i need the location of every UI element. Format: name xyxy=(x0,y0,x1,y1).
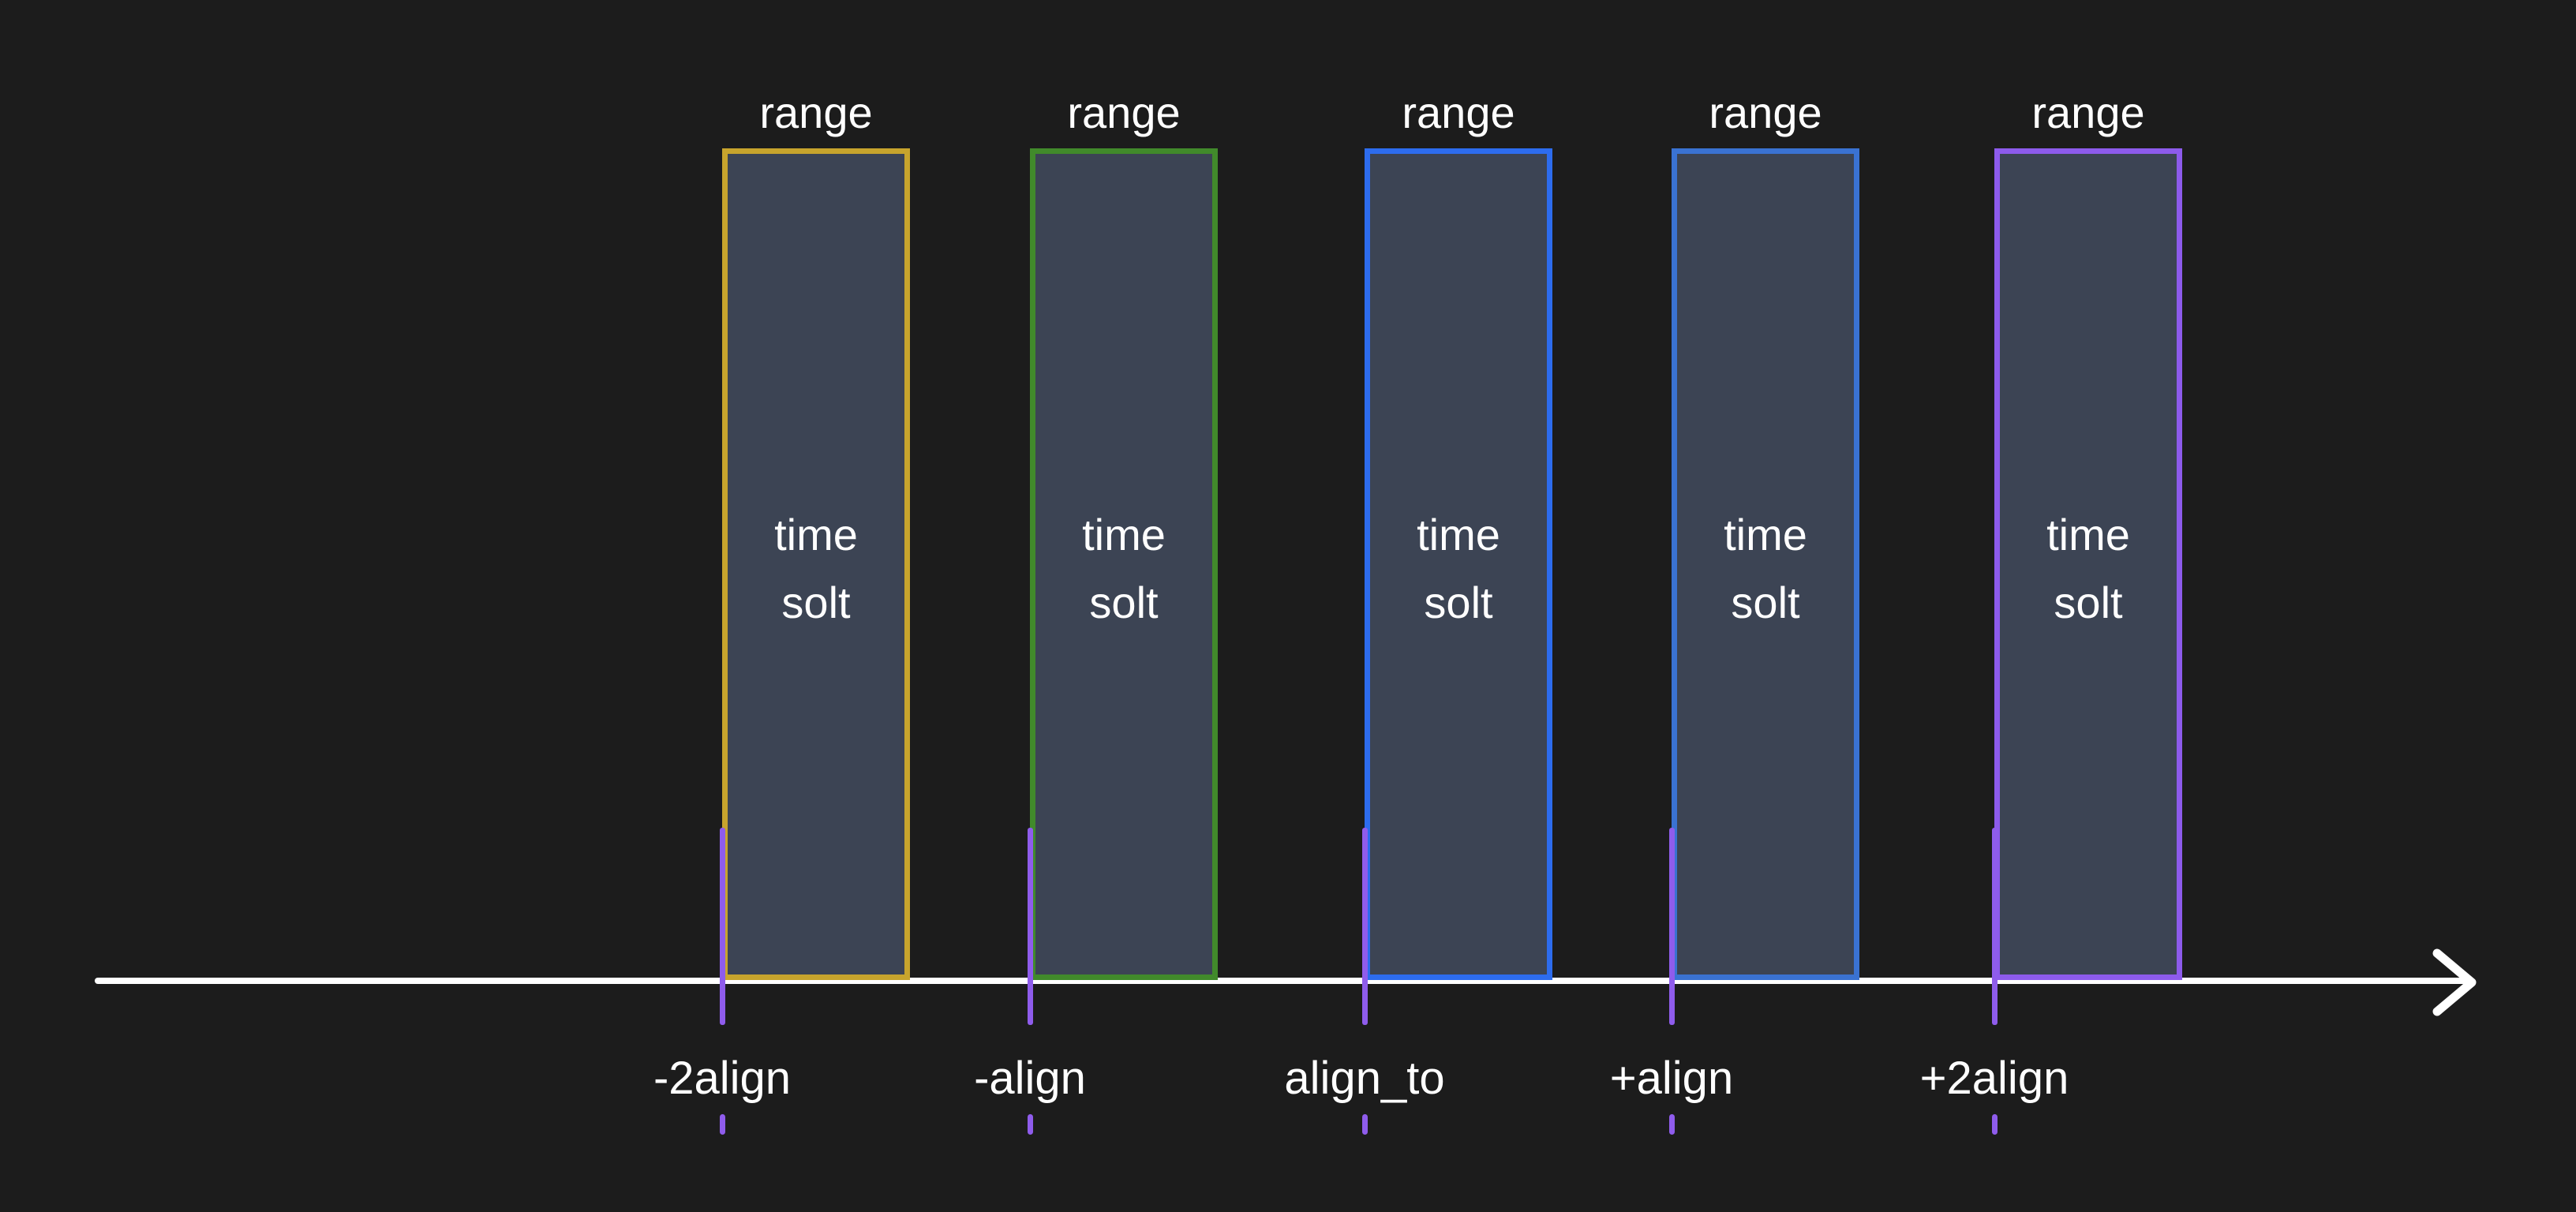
alignment-tick xyxy=(1028,828,1033,1025)
slot-group: range time solt +2align xyxy=(1920,0,2182,1212)
slot-group: range time solt -align xyxy=(974,0,1218,1212)
time-slot-box xyxy=(1030,148,1218,980)
alignment-tick xyxy=(720,828,725,1025)
arrow-right-icon xyxy=(2432,948,2477,1016)
time-slot-text-line2: solt xyxy=(781,578,851,627)
alignment-tick xyxy=(1992,828,1998,1025)
time-slot-text: time solt xyxy=(1672,501,1859,637)
time-slot-box xyxy=(722,148,910,980)
range-label: range xyxy=(1402,88,1515,137)
range-label: range xyxy=(759,88,873,137)
axis-label-minus-align: -align xyxy=(974,1053,1086,1104)
alignment-tick-dash xyxy=(1362,1114,1368,1135)
time-slot-text: time solt xyxy=(1994,501,2182,637)
range-label: range xyxy=(2031,88,2145,137)
alignment-tick-dash xyxy=(720,1114,725,1135)
range-label: range xyxy=(1067,88,1181,137)
time-slot-text-line1: time xyxy=(774,510,858,559)
time-slot-text: time solt xyxy=(1365,501,1552,637)
axis-label-minus-2align: -2align xyxy=(653,1053,792,1104)
time-slot-box xyxy=(1994,148,2182,980)
time-slot-text-line2: solt xyxy=(2054,578,2123,627)
alignment-tick-dash xyxy=(1669,1114,1675,1135)
time-slot-text-line1: time xyxy=(2046,510,2130,559)
time-slot-text: time solt xyxy=(722,501,910,637)
range-label: range xyxy=(1709,88,1822,137)
slot-group: range time solt -2align xyxy=(653,0,910,1212)
alignment-tick-dash xyxy=(1028,1114,1033,1135)
timeline-axis xyxy=(95,978,2473,984)
alignment-tick xyxy=(1669,828,1675,1025)
time-slot-text-line2: solt xyxy=(1731,578,1800,627)
time-slot-text-line1: time xyxy=(1417,510,1500,559)
axis-label-plus-2align: +2align xyxy=(1919,1053,2069,1104)
time-slot-text-line2: solt xyxy=(1089,578,1159,627)
axis-label-plus-align: +align xyxy=(1609,1053,1734,1104)
alignment-tick-dash xyxy=(1992,1114,1998,1135)
time-slot-text: time solt xyxy=(1030,501,1218,637)
time-slot-text-line1: time xyxy=(1082,510,1166,559)
time-slot-box xyxy=(1672,148,1859,980)
time-slot-text-line1: time xyxy=(1724,510,1807,559)
axis-label-align-to: align_to xyxy=(1284,1053,1445,1104)
alignment-tick xyxy=(1362,828,1368,1025)
time-slot-text-line2: solt xyxy=(1424,578,1493,627)
slot-group: range time solt +align xyxy=(1610,0,1859,1212)
time-slot-box xyxy=(1365,148,1552,980)
slot-group: range time solt align_to xyxy=(1284,0,1552,1212)
